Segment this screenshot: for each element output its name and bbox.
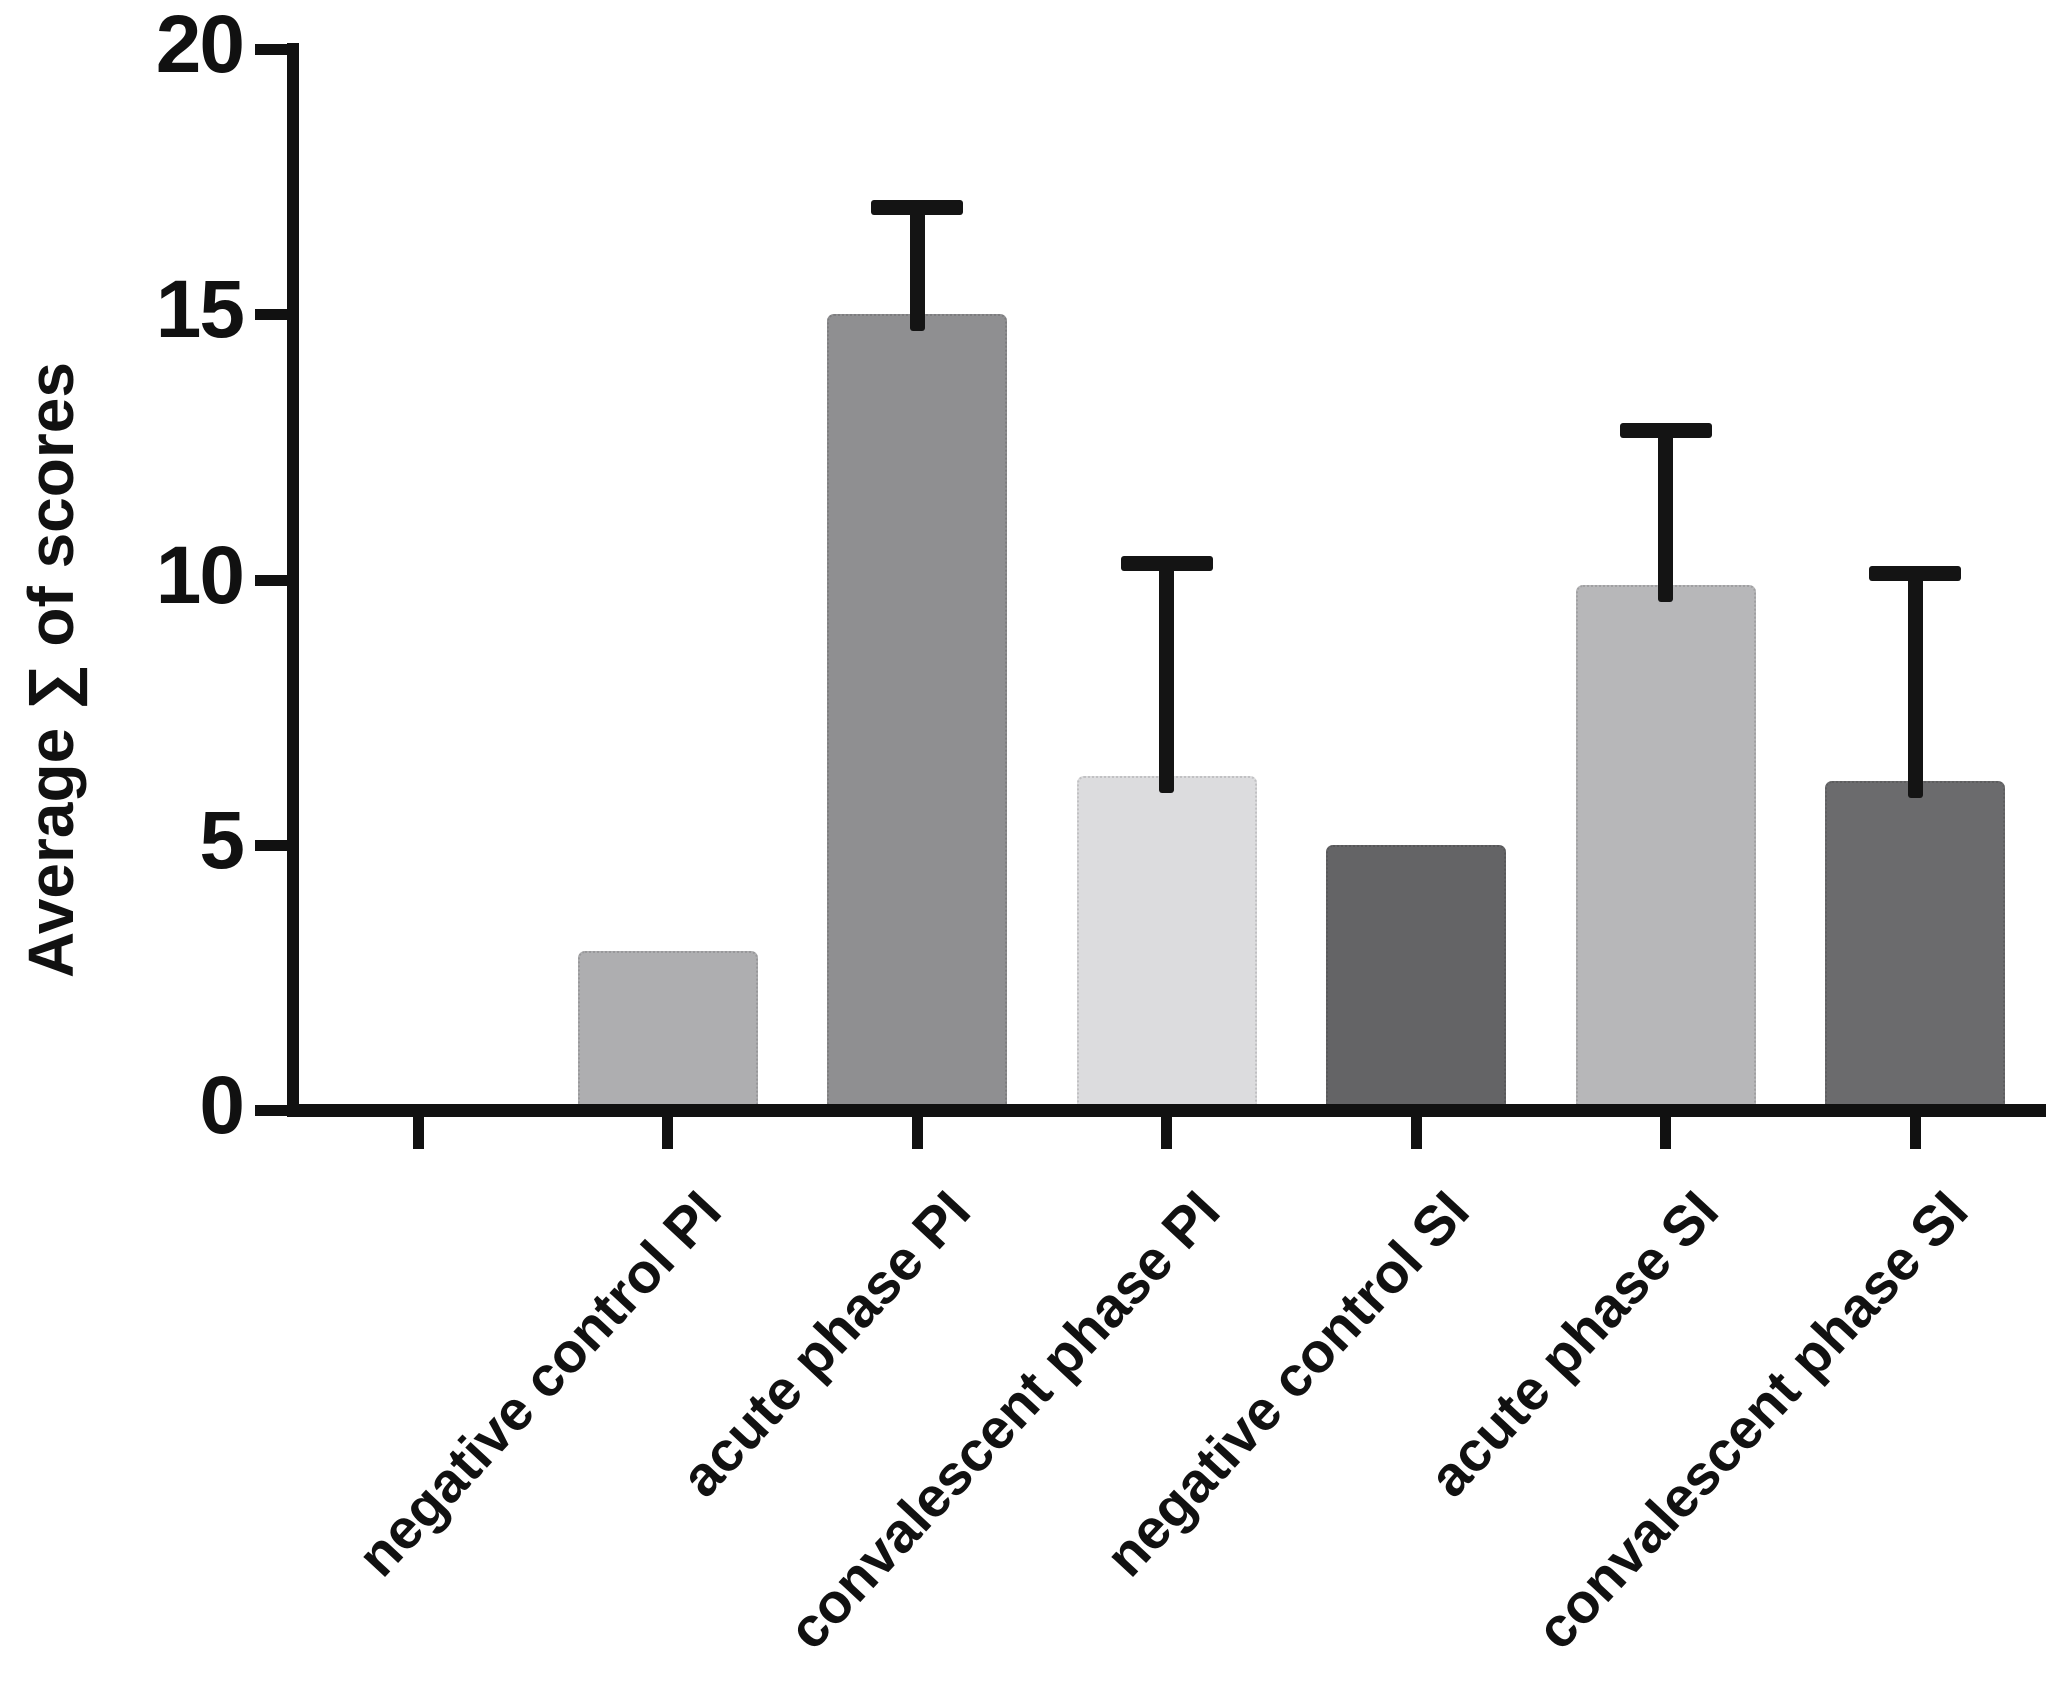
y-axis-tick [255,574,293,586]
x-tick-label-convalescent-phase-pi: convalescent phase PI [775,1178,1232,1661]
x-axis-tick [1161,1115,1172,1149]
y-tick-label: 5 [199,794,245,886]
x-axis-tick [662,1115,673,1149]
error-bar-cap-convalescent-phase-pi [1120,555,1213,571]
bar-convalescent-phase-pi [1076,775,1257,1114]
y-tick-label: 10 [155,529,245,621]
y-axis-tick [255,839,293,851]
x-tick-label-negative-control-pi: negative control PI [344,1178,733,1589]
x-axis-tick [1909,1115,1921,1149]
error-bar-cap-acute-phase-pi [871,200,963,216]
bar-acute-phase-pi [827,314,1007,1114]
bar-negative-control-pi [577,950,758,1114]
bar-negative-control-si [1326,844,1506,1114]
y-axis-tick [255,1105,293,1116]
x-tick-label-convalescent-phase-si: convalescent phase SI [1524,1178,1980,1661]
x-axis-tick [1410,1115,1422,1149]
y-tick-label: 0 [199,1060,245,1152]
y-tick-label: 15 [155,264,245,356]
error-bar-stem-acute-phase-pi [909,201,925,332]
x-axis-line [287,1104,2046,1117]
y-axis-tick [255,309,293,321]
bar-convalescent-phase-si [1825,781,2005,1114]
error-bar-stem-acute-phase-si [1658,423,1673,602]
bar-acute-phase-si [1575,584,1756,1114]
error-bar-stem-convalescent-phase-si [1907,567,1923,799]
y-tick-label: 20 [155,0,245,91]
error-bar-cap-convalescent-phase-si [1869,566,1961,582]
x-axis-tick [911,1115,923,1149]
y-axis-tick [255,44,293,55]
error-bar-cap-acute-phase-si [1619,422,1712,438]
x-axis-tick [1660,1115,1671,1149]
x-axis-tick [412,1115,424,1149]
error-bar-stem-convalescent-phase-pi [1159,556,1174,793]
